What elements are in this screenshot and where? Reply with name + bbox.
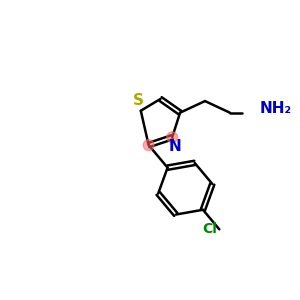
Circle shape: [167, 132, 178, 142]
Circle shape: [143, 140, 154, 151]
Text: NH₂: NH₂: [259, 101, 292, 116]
Text: N: N: [169, 139, 182, 154]
Text: Cl: Cl: [202, 222, 217, 236]
Text: S: S: [133, 93, 144, 108]
